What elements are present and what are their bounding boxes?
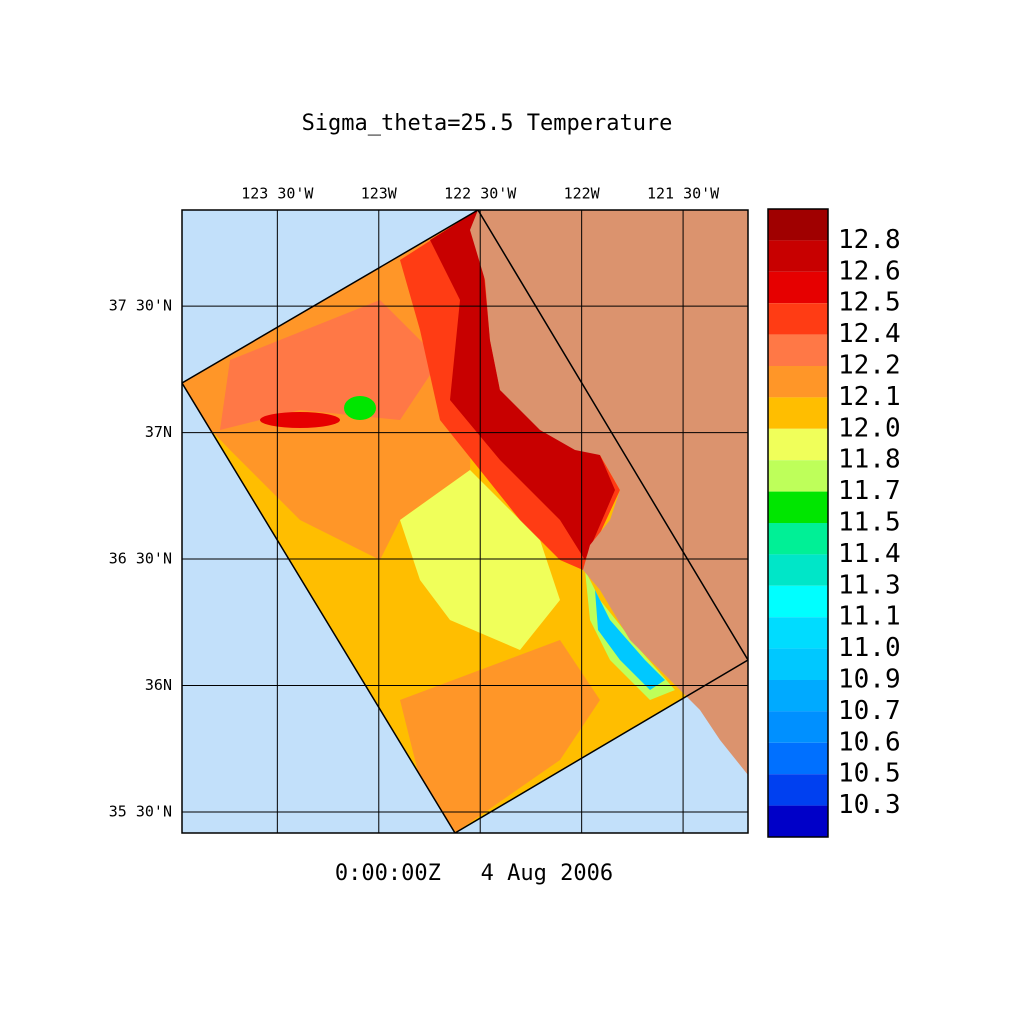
colorbar-box	[768, 554, 828, 586]
map-area	[182, 210, 748, 833]
domain-outline	[182, 210, 748, 833]
time-label: 0:00:00Z 4 Aug 2006	[335, 861, 613, 886]
colorbar-box	[768, 240, 828, 272]
field-region	[430, 210, 615, 560]
field-region	[260, 412, 340, 428]
colorbar-label: 12.6	[838, 256, 901, 286]
colorbar-box	[768, 711, 828, 743]
colorbar-box	[768, 774, 828, 806]
colorbar-label: 10.6	[838, 727, 901, 757]
colorbar-label: 11.3	[838, 570, 901, 600]
field-region	[220, 300, 440, 430]
colorbar-label: 10.5	[838, 759, 901, 789]
colorbar-label: 11.0	[838, 633, 901, 663]
colorbar-box	[768, 428, 828, 461]
field-region	[344, 396, 376, 420]
colorbar-box	[768, 366, 828, 398]
lon-label: 123W	[361, 185, 398, 203]
field-region	[400, 640, 600, 833]
colorbar-box	[768, 491, 828, 523]
colorbar-box	[768, 585, 828, 618]
colorbar-box	[768, 617, 828, 649]
colorbar-label: 11.5	[838, 508, 901, 538]
lat-label: 37N	[145, 423, 172, 441]
lon-label: 122W	[564, 185, 601, 203]
colorbar-box	[768, 209, 828, 241]
colorbar-box	[768, 648, 828, 680]
title: Sigma_theta=25.5 Temperature	[302, 111, 673, 136]
land	[470, 210, 748, 775]
colorbar-label: 12.8	[838, 225, 901, 255]
colorbar-label: 10.7	[838, 696, 901, 726]
colorbar-label: 11.1	[838, 602, 901, 632]
field-region	[595, 590, 665, 690]
colorbar-label: 10.9	[838, 665, 901, 695]
lat-label: 36N	[145, 676, 172, 694]
lon-label: 122 30'W	[444, 185, 517, 203]
map-frame	[181, 209, 749, 834]
colorbar-label: 12.2	[838, 351, 901, 381]
colorbar-label: 12.5	[838, 288, 901, 318]
lon-label: 121 30'W	[647, 185, 720, 203]
lon-label: 123 30'W	[241, 185, 314, 203]
colorbar-box	[768, 271, 828, 304]
colorbar-label: 11.7	[838, 476, 901, 506]
colorbar-label: 10.3	[838, 790, 901, 820]
colorbar-label: 12.0	[838, 413, 901, 443]
colorbar-box	[768, 680, 828, 712]
colorbar-label: 12.4	[838, 319, 901, 349]
colorbar-box	[768, 805, 828, 837]
colorbar-box	[768, 397, 828, 429]
colorbar-label: 12.1	[838, 382, 901, 412]
lat-label: 37 30'N	[109, 297, 172, 315]
colorbar-box	[768, 460, 828, 492]
colorbar-box	[768, 303, 828, 335]
colorbar-box	[768, 334, 828, 366]
colorbar-label: 11.8	[838, 445, 901, 475]
colorbar-frame	[767, 208, 829, 838]
lat-label: 35 30'N	[109, 803, 172, 821]
lat-label: 36 30'N	[109, 550, 172, 568]
colorbar-box	[768, 523, 828, 555]
colorbar-box	[768, 742, 828, 775]
colorbar-label: 11.4	[838, 539, 901, 569]
